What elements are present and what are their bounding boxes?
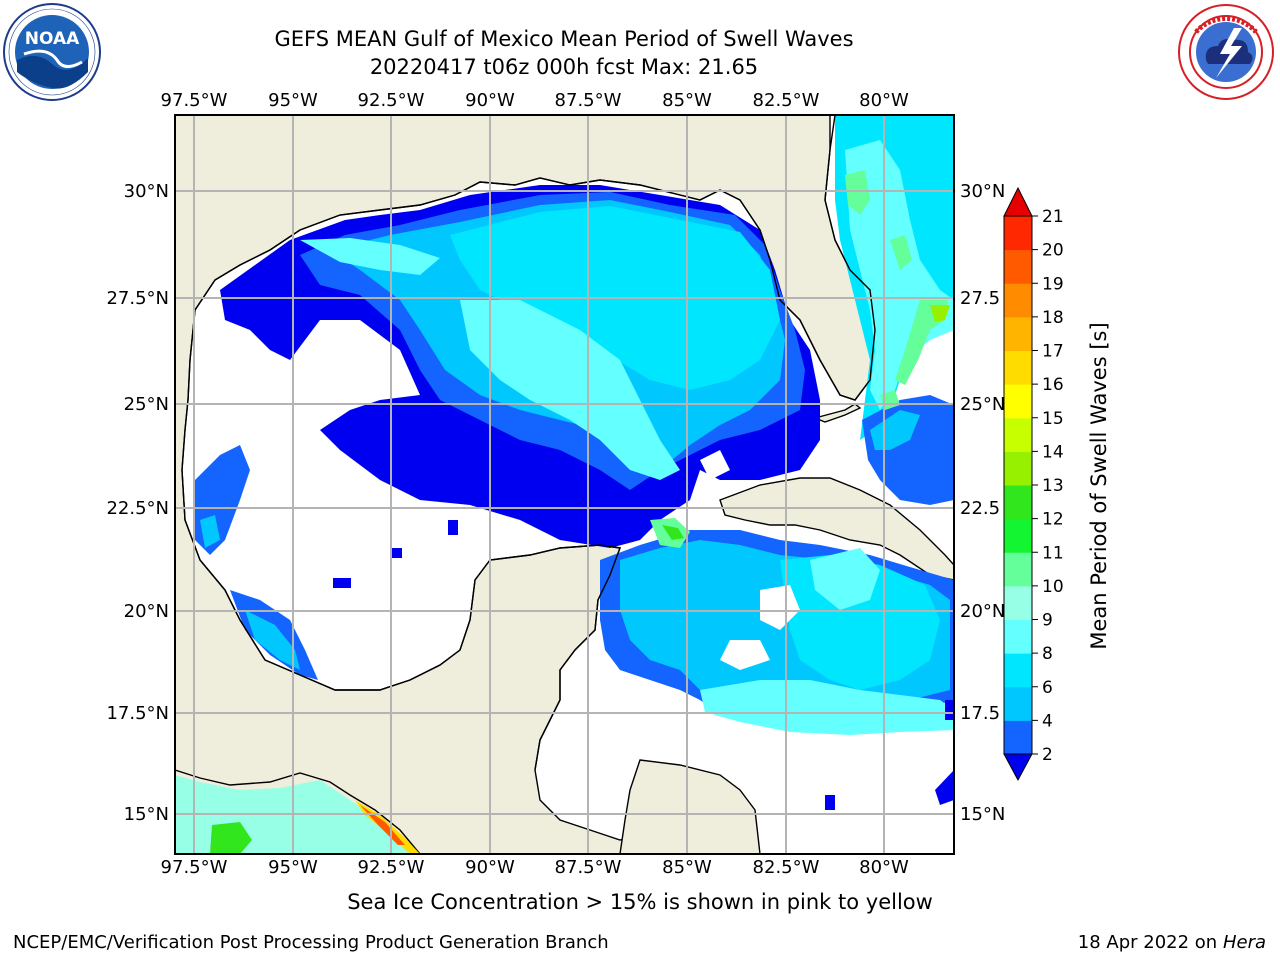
colorbar-tick-label: 20 — [1042, 241, 1064, 261]
lon-label-top: 82.5°W — [753, 90, 820, 111]
lon-label-bottom: 80°W — [859, 857, 909, 878]
lat-label-right: 27.5 — [960, 288, 1000, 309]
colorbar-tick-label: 11 — [1042, 543, 1064, 563]
colorbar-tick-label: 21 — [1042, 207, 1064, 227]
lon-label-top: 87.5°W — [555, 90, 622, 111]
colorbar-tick-label: 13 — [1042, 476, 1064, 496]
lon-label-bottom: 90°W — [465, 857, 515, 878]
lon-label-top: 80°W — [859, 90, 909, 111]
lon-label-bottom: 97.5°W — [161, 857, 228, 878]
colorbar-tick-label: 19 — [1042, 274, 1064, 294]
lat-label-left: 25°N — [124, 394, 169, 415]
lon-label-top: 95°W — [268, 90, 318, 111]
lon-label-bottom: 85°W — [662, 857, 712, 878]
colorbar-tick-label: 14 — [1042, 442, 1064, 462]
date-text: 18 Apr 2022 on — [1077, 932, 1223, 953]
lon-label-top: 92.5°W — [358, 90, 425, 111]
lat-label-left: 22.5°N — [106, 498, 169, 519]
lat-label-right: 22.5 — [960, 498, 1000, 519]
lat-label-right: 20°N — [960, 601, 1005, 622]
colorbar-segment — [1004, 384, 1032, 419]
colorbar-segment — [1004, 686, 1032, 721]
lat-label-left: 15°N — [124, 804, 169, 825]
lat-label-left: 27.5°N — [106, 288, 169, 309]
colorbar: 2 4 6 8 9 10 11 12 13 14 15 16 17 18 19 20 21 — [1003, 186, 1064, 782]
lat-label-left: 20°N — [124, 601, 169, 622]
chart-title: GEFS MEAN Gulf of Mexico Mean Period of … — [274, 27, 854, 51]
colorbar-over-arrow — [1003, 186, 1033, 217]
colorbar-segment — [1004, 249, 1032, 284]
colorbar-segment — [1004, 417, 1032, 452]
noaa-logo: NOAA — [3, 3, 101, 101]
colorbar-segment — [1004, 653, 1032, 688]
colorbar-segment — [1004, 350, 1032, 385]
colorbar-segment — [1004, 585, 1032, 620]
graticule — [175, 115, 954, 854]
lon-label-bottom: 82.5°W — [753, 857, 820, 878]
colorbar-tick-label: 17 — [1042, 342, 1064, 362]
colorbar-tick-label: 10 — [1042, 577, 1064, 597]
colorbar-segment — [1004, 451, 1032, 486]
colorbar-segment — [1004, 316, 1032, 351]
lat-label-right: 15°N — [960, 804, 1005, 825]
colorbar-tick-label: 2 — [1042, 745, 1053, 765]
lon-label-top: 97.5°W — [161, 90, 228, 111]
colorbar-tick-label: 12 — [1042, 510, 1064, 530]
lon-label-bottom: 87.5°W — [555, 857, 622, 878]
swell-field — [175, 115, 954, 854]
colorbar-segment — [1004, 552, 1032, 587]
chart-subtitle: 20220417 t06z 000h fcst Max: 21.65 — [369, 55, 759, 79]
map-frame — [174, 114, 955, 855]
noaa-logo-text: NOAA — [25, 29, 80, 49]
colorbar-segment — [1004, 485, 1032, 520]
colorbar-tick-label: 8 — [1042, 644, 1053, 664]
lon-labels: 97.5°W 95°W 92.5°W 90°W 87.5°W 85°W 82.5… — [161, 90, 909, 878]
lon-label-bottom: 92.5°W — [358, 857, 425, 878]
nws-logo — [1178, 4, 1274, 100]
lat-label-right: 30°N — [960, 181, 1005, 202]
colorbar-tick-label: 15 — [1042, 409, 1064, 429]
credit-line: NCEP/EMC/Verification Post Processing Pr… — [13, 932, 609, 953]
colorbar-label: Mean Period of Swell Waves [s] — [1087, 322, 1111, 649]
sea-ice-note: Sea Ice Concentration > 15% is shown in … — [347, 890, 933, 914]
colorbar-segment — [1004, 518, 1032, 553]
colorbar-segment — [1004, 216, 1032, 251]
lat-labels: 30°N 27.5°N 25°N 22.5°N 20°N 17.5°N 15°N… — [106, 181, 1005, 825]
colorbar-segment — [1004, 283, 1032, 318]
lon-label-top: 85°W — [662, 90, 712, 111]
colorbar-tick-label: 4 — [1042, 711, 1053, 731]
colorbar-segment — [1004, 619, 1032, 654]
lon-label-bottom: 95°W — [268, 857, 318, 878]
colorbar-tick-label: 18 — [1042, 308, 1064, 328]
lat-label-right: 17.5 — [960, 703, 1000, 724]
colorbar-segment — [1004, 720, 1032, 755]
host-name: Hera — [1222, 932, 1266, 953]
colorbar-tick-label: 6 — [1042, 678, 1053, 698]
colorbar-under-arrow — [1003, 753, 1033, 782]
date-stamp: 18 Apr 2022 on Hera — [1078, 932, 1266, 953]
lat-label-left: 17.5°N — [106, 703, 169, 724]
colorbar-tick-label: 16 — [1042, 375, 1064, 395]
lat-label-left: 30°N — [124, 181, 169, 202]
lon-label-top: 90°W — [465, 90, 515, 111]
colorbar-tick-label: 9 — [1042, 611, 1053, 631]
lat-label-right: 25°N — [960, 394, 1005, 415]
